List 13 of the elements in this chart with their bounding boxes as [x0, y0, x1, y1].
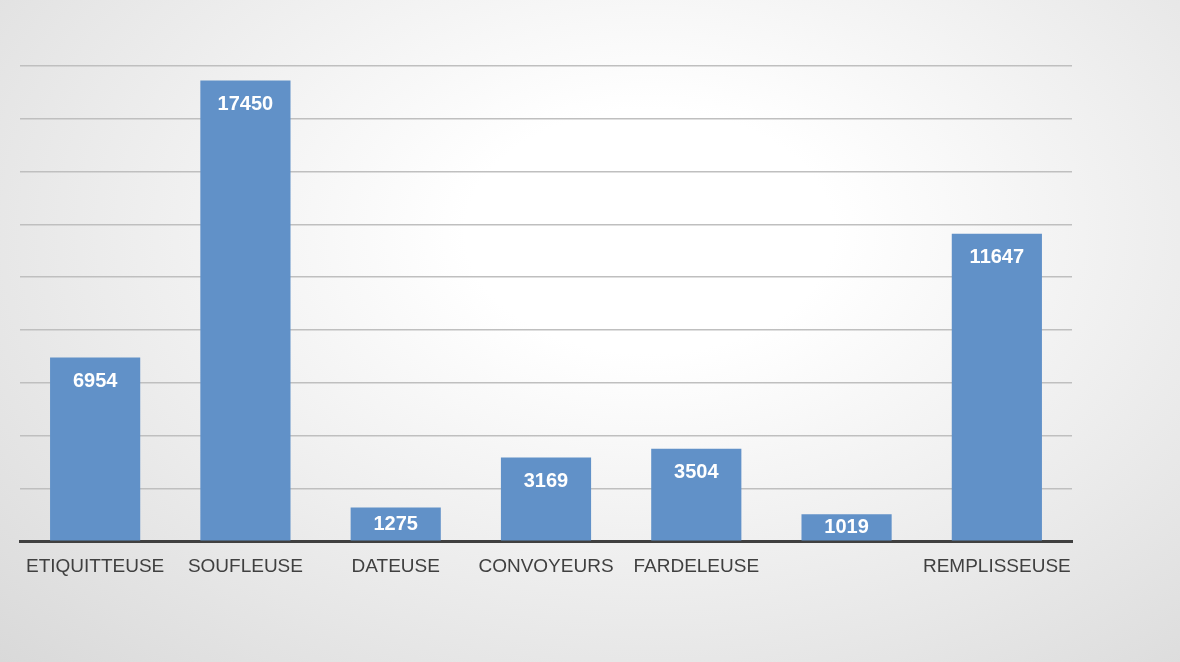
- data-label: 6954: [72, 369, 119, 392]
- x-tick-label: REMPLISSEUSE: [922, 554, 1071, 576]
- data-label: 1275: [373, 511, 418, 534]
- x-tick-label: CONVOYEURS: [478, 554, 614, 576]
- x-tick-label: SOUFLEUSE: [187, 554, 303, 576]
- data-label: 17450: [217, 92, 274, 115]
- x-tick-label: ETIQUITTEUSE: [25, 554, 165, 576]
- data-label: 1019: [824, 514, 869, 537]
- data-label: 11647: [969, 245, 1025, 268]
- data-label: 3504: [674, 460, 720, 483]
- x-tick-label: FARDELEUSE: [633, 554, 760, 576]
- data-label: 3169: [523, 469, 569, 492]
- x-tick-label: DATEUSE: [351, 554, 440, 576]
